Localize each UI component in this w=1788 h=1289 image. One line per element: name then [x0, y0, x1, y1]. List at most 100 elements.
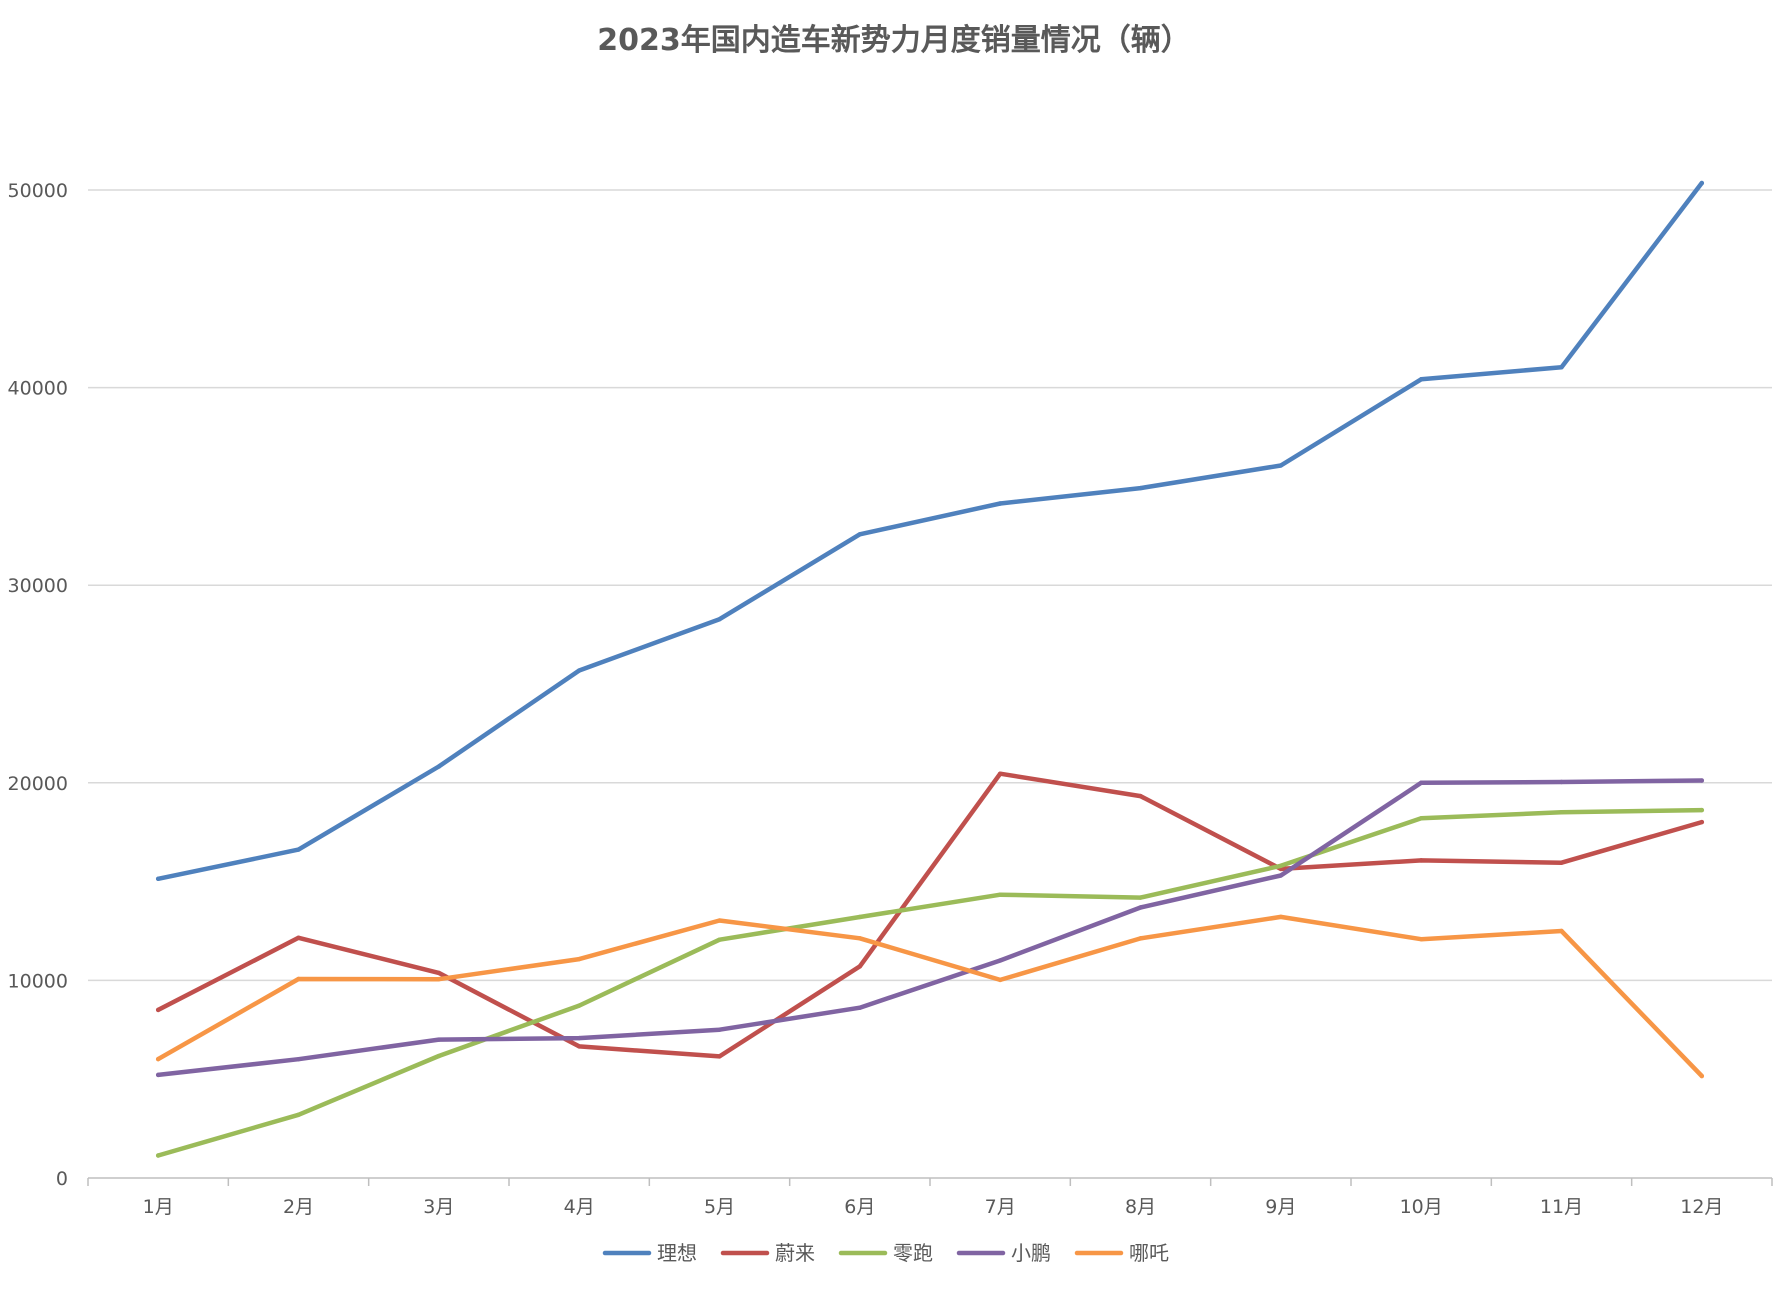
legend-label: 哪吒: [1129, 1241, 1169, 1265]
data-point: [1699, 180, 1705, 186]
data-point: [1138, 905, 1143, 910]
series-line: [155, 180, 1705, 882]
series-line: [155, 807, 1705, 1158]
y-tick-label: 40000: [8, 378, 68, 400]
chart-title: 2023年国内造车新势力月度销量情况（辆）: [597, 23, 1191, 58]
data-point: [436, 1037, 442, 1042]
data-point: [1418, 858, 1424, 863]
series-零跑: [155, 807, 1705, 1158]
x-tick-label: 1月: [143, 1196, 174, 1218]
x-tick-label: 12月: [1680, 1196, 1723, 1218]
data-point: [576, 1035, 582, 1041]
series-line: [155, 914, 1705, 1079]
data-point: [717, 1054, 722, 1059]
data-point: [296, 976, 301, 982]
data-point: [296, 847, 301, 852]
data-point: [1138, 895, 1143, 900]
data-point: [436, 1053, 442, 1059]
data-point: [576, 1044, 582, 1049]
data-point: [1699, 807, 1705, 813]
data-point: [1418, 816, 1424, 821]
series-lines: [155, 180, 1705, 1158]
data-point: [1559, 810, 1564, 815]
data-point: [576, 1003, 582, 1008]
data-point: [717, 918, 722, 923]
data-point: [155, 876, 161, 882]
y-tick-label: 0: [56, 1168, 68, 1190]
data-point: [296, 935, 301, 940]
data-point: [1278, 863, 1284, 868]
series-哪吒: [155, 914, 1705, 1079]
series-理想: [155, 180, 1705, 882]
x-tick-label: 9月: [1265, 1196, 1296, 1218]
x-tick-label: 2月: [283, 1196, 314, 1218]
x-tick-label: 7月: [985, 1196, 1016, 1218]
series-line: [155, 771, 1705, 1059]
y-tick-label: 50000: [8, 180, 68, 202]
data-point: [717, 617, 722, 622]
data-point: [1559, 365, 1564, 370]
data-point: [1138, 485, 1143, 491]
data-point: [997, 501, 1003, 506]
legend-item: 蔚来: [720, 1241, 815, 1265]
data-point: [857, 936, 863, 941]
x-tick-label: 11月: [1540, 1196, 1583, 1218]
data-point: [717, 1027, 722, 1032]
data-point: [1278, 463, 1284, 468]
legend: 理想 蔚来 零跑 小鹏 哪吒: [602, 1241, 1169, 1265]
data-point: [296, 1112, 301, 1118]
data-point: [857, 1005, 863, 1010]
data-point: [296, 1057, 301, 1062]
axes: 0 10000 20000 30000 40000 50000 1月 2月 3月 4月 5月 6月 7月…: [8, 180, 1773, 1218]
series-小鹏: [155, 778, 1705, 1078]
data-point: [436, 970, 442, 976]
data-point: [997, 958, 1003, 963]
data-point: [1559, 928, 1564, 934]
data-point: [1138, 936, 1143, 941]
x-tick-label: 3月: [423, 1196, 454, 1218]
data-point: [1278, 914, 1284, 920]
x-tick-label: 5月: [704, 1196, 735, 1218]
legend-item: 理想: [602, 1241, 697, 1265]
data-point: [1418, 377, 1424, 382]
data-point: [997, 977, 1003, 983]
data-point: [155, 1056, 161, 1062]
legend-label: 蔚来: [775, 1241, 815, 1265]
data-point: [857, 914, 863, 920]
data-point: [436, 977, 442, 982]
legend-label: 理想: [657, 1241, 697, 1265]
data-point: [436, 764, 442, 769]
y-tick-label: 10000: [8, 970, 68, 992]
data-point: [1418, 780, 1424, 785]
y-tick-label: 30000: [8, 575, 68, 597]
series-蔚来: [155, 771, 1705, 1059]
data-point: [1699, 819, 1705, 825]
legend-item: 小鹏: [956, 1241, 1051, 1265]
data-point: [155, 1007, 161, 1013]
x-tick-label: 4月: [564, 1196, 595, 1218]
data-point: [997, 892, 1003, 897]
data-point: [1559, 860, 1564, 865]
data-point: [1278, 873, 1284, 878]
data-point: [1699, 778, 1705, 783]
legend-label: 小鹏: [1011, 1241, 1051, 1265]
x-tick-label: 6月: [844, 1196, 875, 1218]
data-point: [1138, 793, 1143, 799]
data-point: [1418, 936, 1424, 942]
legend-label: 零跑: [893, 1241, 933, 1265]
data-point: [576, 668, 582, 673]
data-point: [155, 1153, 161, 1158]
y-tick-label: 20000: [8, 773, 68, 795]
data-point: [1699, 1073, 1705, 1079]
data-point: [1559, 779, 1564, 785]
legend-item: 哪吒: [1074, 1241, 1169, 1265]
x-tick-label: 8月: [1125, 1196, 1156, 1218]
data-point: [576, 956, 582, 962]
x-tick-label: 10月: [1400, 1196, 1443, 1218]
series-line: [155, 778, 1705, 1078]
data-point: [857, 532, 863, 537]
data-point: [717, 937, 722, 942]
data-point: [997, 771, 1003, 776]
